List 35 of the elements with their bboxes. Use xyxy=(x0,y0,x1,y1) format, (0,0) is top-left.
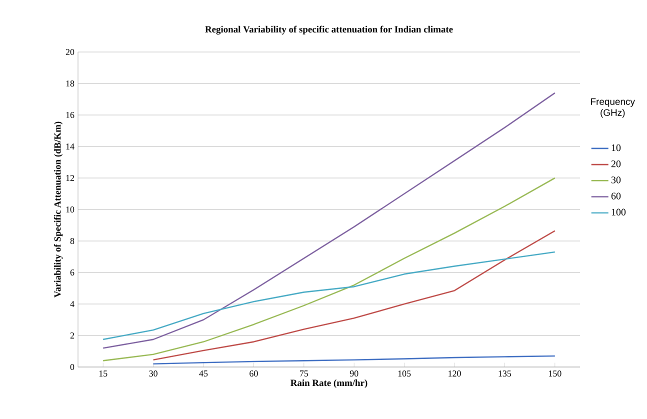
x-tick-label: 150 xyxy=(548,370,562,377)
x-axis-title: Rain Rate (mm/hr) xyxy=(290,379,368,388)
legend-label: 60 xyxy=(611,192,621,200)
y-tick-label: 10 xyxy=(66,206,74,213)
x-tick-label: 45 xyxy=(199,370,208,377)
legend-label: 10 xyxy=(612,144,621,152)
x-tick-label: 90 xyxy=(350,370,358,377)
y-tick-label: 8 xyxy=(70,238,74,244)
line-series xyxy=(152,355,556,364)
legend-title: Frequency (GHz) xyxy=(591,98,635,118)
legend-label: 20 xyxy=(611,160,621,168)
x-tick-label: 30 xyxy=(149,370,158,377)
x-tick-label: 135 xyxy=(498,370,512,377)
x-tick-label: 120 xyxy=(448,370,461,377)
y-tick-label: 16 xyxy=(66,112,74,118)
line-series xyxy=(102,177,556,362)
legend-label: 100 xyxy=(612,208,626,216)
legend-label: 30 xyxy=(611,176,621,184)
x-tick-label: 60 xyxy=(250,370,258,377)
x-tick-label: 105 xyxy=(398,370,411,377)
line-series xyxy=(102,92,556,349)
y-tick-label: 0 xyxy=(70,364,74,370)
x-tick-label: 15 xyxy=(99,370,108,377)
y-tick-label: 14 xyxy=(66,144,74,150)
y-tick-label: 6 xyxy=(70,269,74,276)
y-tick-label: 4 xyxy=(70,301,74,307)
y-tick-label: 20 xyxy=(66,48,74,56)
y-tick-label: 18 xyxy=(66,80,74,87)
y-tick-label: 2 xyxy=(70,332,74,338)
chart-title: Regional Variability of specific attenuation for Indian climate xyxy=(205,26,453,35)
y-axis-title: Variability of Specific Attenuation (dB/Km) xyxy=(54,122,63,298)
x-tick-label: 75 xyxy=(300,370,308,376)
line-series xyxy=(152,230,556,361)
y-tick-label: 12 xyxy=(66,175,74,181)
line-series xyxy=(102,251,556,340)
